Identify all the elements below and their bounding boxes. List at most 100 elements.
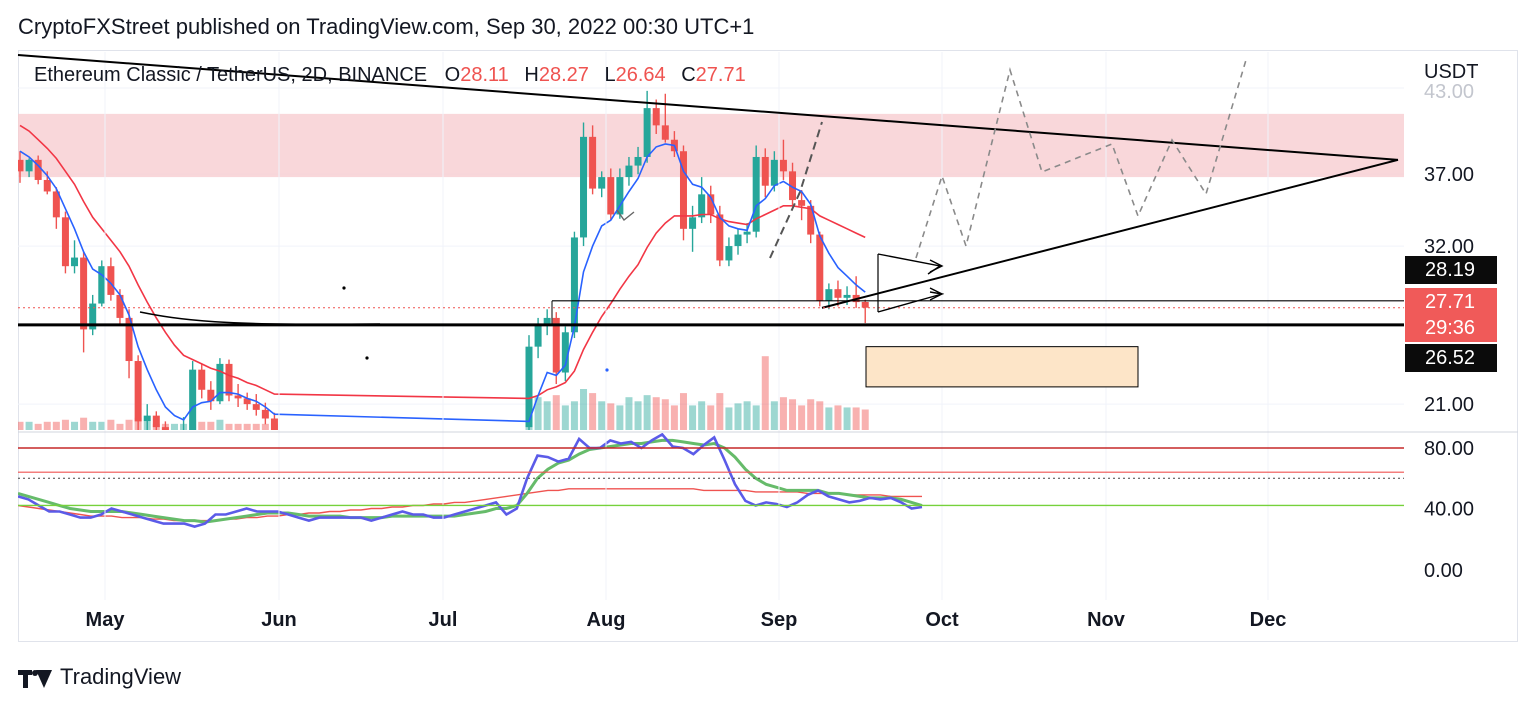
candle-body	[125, 317, 133, 362]
volume-bar	[743, 401, 751, 430]
time-axis-label: Jul	[429, 609, 458, 631]
candle-body	[18, 159, 24, 172]
resistance-zone	[18, 113, 1404, 178]
volume-bar	[779, 397, 787, 430]
price-scale-label: 32.00	[1424, 236, 1474, 258]
candle-body	[198, 369, 206, 390]
candle-body	[843, 294, 851, 298]
candle-body	[716, 214, 724, 261]
candle-body	[552, 317, 560, 373]
time-axis-label: Dec	[1250, 609, 1287, 631]
time-axis-label: Nov	[1087, 609, 1126, 631]
candle-body	[107, 266, 115, 295]
freehand-line	[139, 311, 381, 326]
volume-bar	[43, 421, 51, 430]
volume-bar	[834, 405, 842, 430]
volume-bar	[234, 423, 242, 430]
tradingview-logo-icon	[18, 666, 52, 688]
dot-marker	[365, 356, 369, 360]
indicator-pane	[18, 433, 923, 528]
descending-trendline	[17, 54, 1399, 161]
candle-body	[134, 361, 142, 422]
candle-body	[225, 363, 233, 396]
volume-bar	[798, 405, 806, 430]
indicator-k-line	[18, 433, 923, 528]
volume-bar	[125, 419, 133, 430]
volume-bar	[216, 419, 224, 430]
candle-body	[616, 177, 624, 215]
candle-body	[270, 418, 278, 430]
dot-marker	[342, 286, 346, 290]
volume-bar	[852, 407, 860, 430]
volume-bar	[225, 423, 233, 430]
candle-body	[561, 332, 569, 373]
candle-body	[189, 369, 197, 430]
volume-bar	[689, 405, 697, 430]
volume-bar	[807, 399, 815, 430]
candle-body	[25, 159, 33, 172]
volume-bar	[570, 401, 578, 430]
volume-bar	[861, 409, 869, 430]
time-axis-label: Sep	[761, 609, 798, 631]
volume-bar	[71, 421, 79, 430]
arrow-head	[929, 291, 945, 301]
volume-bar	[243, 423, 251, 430]
volume-bar	[707, 405, 715, 430]
open-label: O	[444, 64, 461, 86]
candle-body	[52, 191, 60, 218]
time-axis-label: Jun	[261, 609, 297, 631]
brand-name: TradingView	[60, 664, 182, 689]
candle-body	[689, 217, 697, 229]
ema-slow-line	[19, 124, 866, 400]
volume-bar	[816, 401, 824, 430]
candle-body	[598, 177, 606, 189]
low-label: L	[604, 64, 616, 86]
demand-box	[865, 346, 1139, 388]
candle-body	[171, 436, 178, 442]
volume-bar	[716, 393, 724, 430]
volume-bar	[643, 395, 651, 430]
projection-path-past	[769, 121, 823, 259]
currency-label[interactable]: USDT	[1424, 61, 1479, 83]
lower-level-badge: 26.52	[1405, 344, 1497, 372]
last-price-badge: 27.71	[1405, 288, 1497, 316]
volume-bar	[207, 421, 215, 430]
volume-bar	[661, 399, 669, 430]
volume-bar	[561, 405, 569, 430]
volume-bar	[770, 401, 778, 430]
price-scale-label: 37.00	[1424, 164, 1474, 186]
candle-body	[779, 159, 787, 172]
candle-body	[589, 136, 597, 189]
volume-bar	[61, 419, 69, 430]
volume-bar	[18, 421, 24, 430]
candle-body	[143, 415, 151, 422]
volume-bar	[89, 421, 97, 430]
candle-body	[207, 389, 215, 402]
candle-body	[761, 156, 769, 186]
volume-bar	[198, 421, 206, 430]
symbol-name[interactable]: Ethereum Classic / TetherUS, 2D, BINANCE	[34, 64, 428, 86]
volume-bar	[607, 403, 615, 430]
candle-body	[261, 409, 269, 419]
candle-body	[816, 234, 824, 301]
indicator-d-line	[18, 438, 923, 524]
high-label: H	[524, 64, 539, 86]
candle-body	[252, 404, 260, 410]
publish-header: CryptoFXStreet published on TradingView.…	[18, 14, 755, 39]
volume-bar	[725, 407, 733, 430]
candle-body	[643, 108, 651, 157]
volume-bar	[34, 423, 42, 430]
candle-body	[543, 317, 551, 324]
candle-body	[607, 177, 615, 215]
candle-body	[698, 194, 706, 218]
indicator-scale-label: 80.00	[1424, 438, 1474, 460]
candle-body	[80, 257, 88, 330]
volume-bar	[170, 423, 178, 430]
candle-body	[234, 395, 242, 399]
indicator-scale-label: 40.00	[1424, 499, 1474, 521]
footer-brand[interactable]: TradingView	[18, 664, 181, 690]
candle-body	[180, 430, 187, 436]
symbol-legend: Ethereum Classic / TetherUS, 2D, BINANCE…	[34, 64, 756, 87]
candle-body	[770, 159, 778, 186]
